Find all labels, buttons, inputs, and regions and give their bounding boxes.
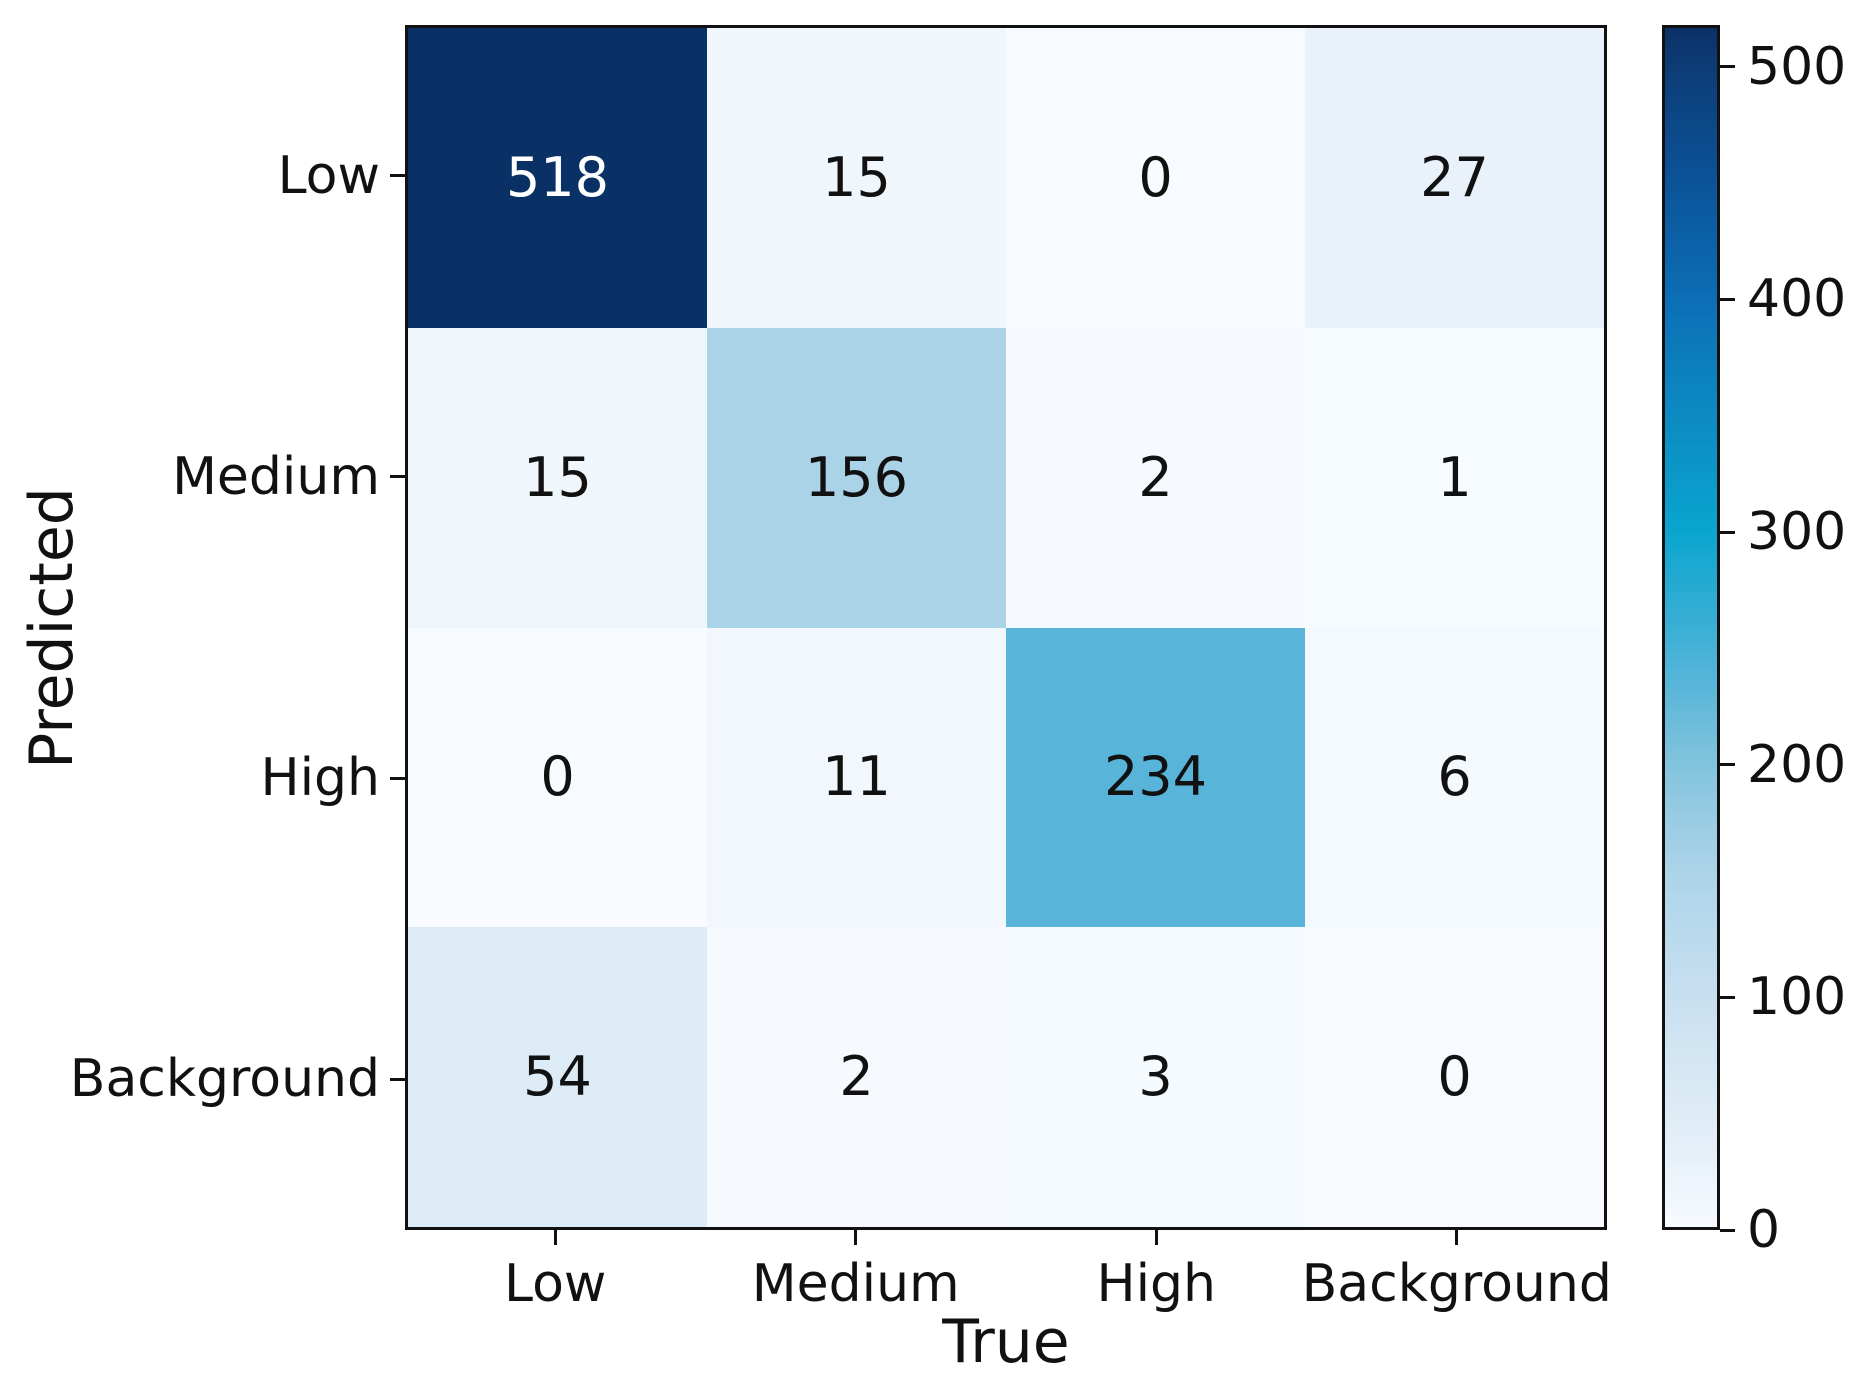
y-tick-mark: [390, 174, 405, 178]
colorbar-tick-label: 0: [1747, 1200, 1781, 1260]
x-tick-label: High: [1096, 1254, 1217, 1314]
colorbar-tick-mark: [1720, 763, 1735, 767]
cell-value: 156: [804, 445, 909, 509]
cell-value: 27: [1420, 145, 1489, 209]
y-tick-mark: [390, 475, 405, 479]
cell-value: 518: [505, 145, 610, 209]
matrix-cell: 0: [1305, 927, 1604, 1227]
matrix-cell: 2: [1006, 327, 1305, 628]
colorbar-tick-label: 100: [1747, 967, 1847, 1028]
cell-value: 2: [1138, 445, 1173, 509]
cell-value: 15: [822, 145, 891, 209]
colorbar-tick-label: 500: [1747, 36, 1847, 97]
colorbar-tick-mark: [1720, 65, 1735, 69]
matrix-cell: 156: [707, 327, 1006, 628]
matrix-cell: 518: [408, 28, 707, 328]
y-tick-label: Background: [69, 1049, 380, 1110]
matrix-cell: 15: [408, 327, 707, 628]
x-tick-mark: [854, 1230, 858, 1245]
matrix-cell: 0: [1006, 28, 1305, 328]
y-tick-label: Medium: [172, 446, 380, 507]
cell-value: 3: [1138, 1045, 1173, 1109]
colorbar-tick-label: 400: [1747, 269, 1847, 330]
colorbar-tick-mark: [1720, 530, 1735, 534]
cell-value: 0: [1138, 145, 1173, 209]
cell-value: 1: [1437, 445, 1472, 509]
matrix-cell: 2: [707, 927, 1006, 1227]
y-tick-mark: [390, 1077, 405, 1081]
matrix-cell: 0: [408, 627, 707, 928]
matrix-cell: 15: [707, 28, 1006, 328]
x-tick-label: Low: [504, 1254, 607, 1314]
x-tick-mark: [1154, 1230, 1158, 1245]
y-tick-label: High: [260, 748, 380, 809]
colorbar: [1662, 25, 1720, 1230]
x-tick-label: Medium: [751, 1254, 960, 1314]
x-tick-mark: [553, 1230, 557, 1245]
colorbar-tick-mark: [1720, 297, 1735, 301]
x-tick-label: Background: [1301, 1254, 1612, 1314]
cell-value: 2: [839, 1045, 874, 1109]
cell-value: 234: [1103, 745, 1208, 809]
colorbar-tick-label: 200: [1747, 734, 1847, 795]
matrix-cell: 6: [1305, 627, 1604, 928]
x-axis-title: True: [942, 1307, 1070, 1377]
cell-value: 0: [540, 745, 575, 809]
matrix-cell: 234: [1006, 627, 1305, 928]
colorbar-tick-mark: [1720, 1228, 1735, 1232]
colorbar-tick-label: 300: [1747, 502, 1847, 563]
y-tick-mark: [390, 776, 405, 780]
matrix-cell: 27: [1305, 28, 1604, 328]
matrix-cell: 11: [707, 627, 1006, 928]
cell-value: 15: [523, 445, 592, 509]
heatmap-grid: 518 15 0 27 15 156 2 1 0 11 234 6 54 2 3 0: [405, 25, 1607, 1230]
colorbar-tick-mark: [1720, 995, 1735, 999]
matrix-cell: 3: [1006, 927, 1305, 1227]
cell-value: 11: [822, 745, 891, 809]
cell-value: 54: [523, 1045, 592, 1109]
y-tick-label: Low: [277, 145, 380, 206]
cell-value: 6: [1437, 745, 1472, 809]
cell-value: 0: [1437, 1045, 1472, 1109]
y-axis-title: Predicted: [17, 486, 87, 769]
x-tick-mark: [1455, 1230, 1459, 1245]
matrix-cell: 1: [1305, 327, 1604, 628]
matrix-cell: 54: [408, 927, 707, 1227]
